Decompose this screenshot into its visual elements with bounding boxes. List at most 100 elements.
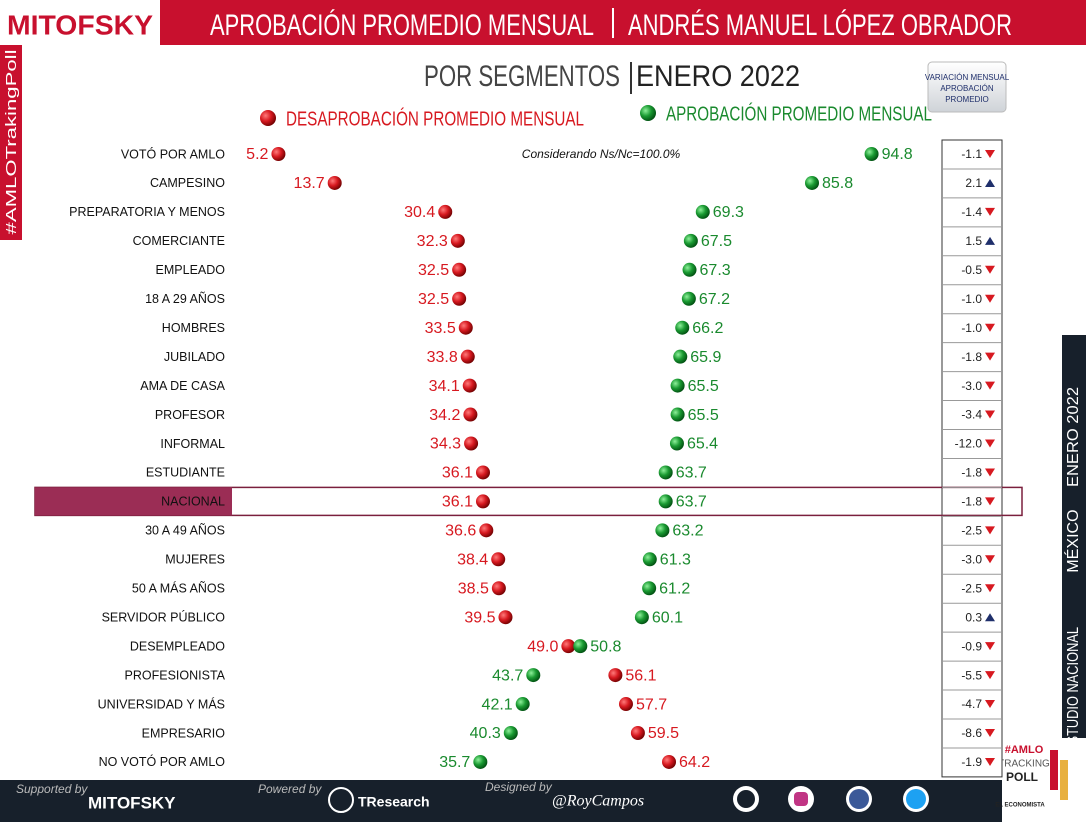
- category-label: DESEMPLEADO: [130, 639, 225, 653]
- variation-arrow: [985, 236, 995, 245]
- value-label: 64.2: [679, 754, 710, 771]
- dot: [491, 581, 506, 596]
- category-label: AMA DE CASA: [140, 379, 225, 393]
- dot: [608, 668, 623, 683]
- variation-label: -1.8: [961, 466, 982, 480]
- variation-arrow: [985, 410, 995, 419]
- variation-arrow: [985, 642, 995, 651]
- legend-dot: [260, 110, 276, 126]
- dot: [670, 407, 685, 422]
- category-label: HOMBRES: [162, 321, 225, 335]
- category-label: UNIVERSIDAD Y MÁS: [98, 696, 225, 711]
- category-label: MUJERES: [165, 553, 225, 567]
- category-label: INFORMAL: [160, 437, 225, 451]
- category-label: PREPARATORIA Y MENOS: [69, 205, 225, 219]
- variation-arrow: [985, 555, 995, 564]
- dot: [460, 349, 475, 364]
- dot: [669, 436, 684, 451]
- variation-label: -1.9: [961, 755, 982, 769]
- variation-arrow: [985, 352, 995, 361]
- value-label: 59.5: [648, 725, 679, 742]
- value-label: 42.1: [482, 696, 513, 713]
- value-label: 61.2: [659, 580, 690, 597]
- value-label: 36.1: [442, 465, 473, 482]
- dot: [271, 147, 286, 161]
- variation-arrow: [985, 757, 995, 766]
- footer-label: Powered by: [258, 782, 322, 796]
- side-text: #AMLOTrakingPoll: [3, 50, 20, 235]
- value-label: 63.7: [676, 494, 707, 511]
- category-label: NO VOTÓ POR AMLO: [99, 754, 226, 769]
- footer-logo: TResearch: [358, 794, 430, 810]
- value-label: 65.4: [687, 436, 718, 453]
- category-label: PROFESIONISTA: [125, 668, 226, 682]
- variation-arrow: [985, 207, 995, 216]
- header-bar: [160, 0, 1086, 45]
- value-label: 35.7: [439, 754, 470, 771]
- variation-arrow: [985, 265, 995, 274]
- value-label: 61.3: [660, 552, 691, 569]
- value-label: 34.2: [429, 407, 460, 424]
- side-text: ENERO 2022: [1065, 387, 1082, 487]
- variation-label: -3.0: [961, 379, 982, 393]
- dot: [682, 262, 697, 277]
- dot: [462, 378, 477, 393]
- footer-label: Supported by: [16, 782, 88, 796]
- value-label: 13.7: [294, 175, 325, 192]
- variation-label: -1.0: [961, 321, 982, 335]
- footer-label: Designed by: [485, 780, 553, 794]
- value-label: 67.3: [700, 262, 731, 279]
- side-strip: [1062, 335, 1086, 760]
- dot: [573, 639, 588, 654]
- variation-label: -5.5: [961, 668, 982, 682]
- badge-text: EL ECONOMISTA: [995, 803, 1045, 809]
- footer-logo: MITOFSKY: [88, 793, 176, 812]
- value-label: 60.1: [652, 609, 683, 626]
- tresearch-icon: [328, 787, 354, 813]
- dot: [526, 668, 541, 683]
- variation-label: -3.4: [961, 408, 982, 422]
- dot: [642, 581, 657, 596]
- dot: [475, 465, 490, 480]
- variation-label: -3.0: [961, 552, 982, 566]
- dot: [515, 697, 530, 712]
- footer-logo: @RoyCampos: [552, 793, 644, 810]
- badge-text: #AMLO: [1005, 744, 1044, 756]
- dot: [458, 320, 473, 335]
- value-label: 5.2: [246, 146, 268, 163]
- variation-arrow: [985, 671, 995, 680]
- category-label: JUBILADO: [164, 350, 225, 364]
- value-label: 32.5: [418, 262, 449, 279]
- variation-arrow: [985, 150, 995, 158]
- variation-label: 0.3: [965, 610, 982, 624]
- category-label: 18 A 29 AÑOS: [145, 292, 225, 306]
- variation-label: -1.1: [961, 147, 982, 161]
- dot: [452, 262, 467, 277]
- title: ANDRÉS MANUEL LÓPEZ OBRADOR: [628, 9, 1012, 42]
- dot: [642, 552, 657, 567]
- dot: [618, 697, 633, 712]
- value-label: 63.2: [672, 523, 703, 540]
- variation-arrow: [985, 526, 995, 535]
- variation-title: PROMEDIO: [945, 95, 989, 104]
- value-label: 36.6: [445, 523, 476, 540]
- variation-label: -12.0: [955, 437, 983, 451]
- category-label: 30 A 49 AÑOS: [145, 524, 225, 538]
- badge-text: POLL: [1006, 770, 1038, 784]
- divider: [612, 8, 614, 38]
- value-label: 36.1: [442, 494, 473, 511]
- category-label: NACIONAL: [161, 495, 225, 509]
- variation-label: -1.4: [961, 205, 982, 219]
- variation-label: -0.5: [961, 263, 982, 277]
- value-label: 65.9: [690, 349, 721, 366]
- variation-label: -2.5: [961, 581, 982, 595]
- variation-label: -4.7: [961, 697, 982, 711]
- dot: [695, 204, 710, 219]
- variation-label: -1.8: [961, 350, 982, 364]
- value-label: 43.7: [492, 667, 523, 684]
- note: Considerando Ns/Nc=100.0%: [522, 147, 681, 161]
- dot: [655, 523, 670, 538]
- variation-arrow: [985, 439, 995, 448]
- value-label: 49.0: [527, 638, 558, 655]
- variation-arrow: [985, 381, 995, 390]
